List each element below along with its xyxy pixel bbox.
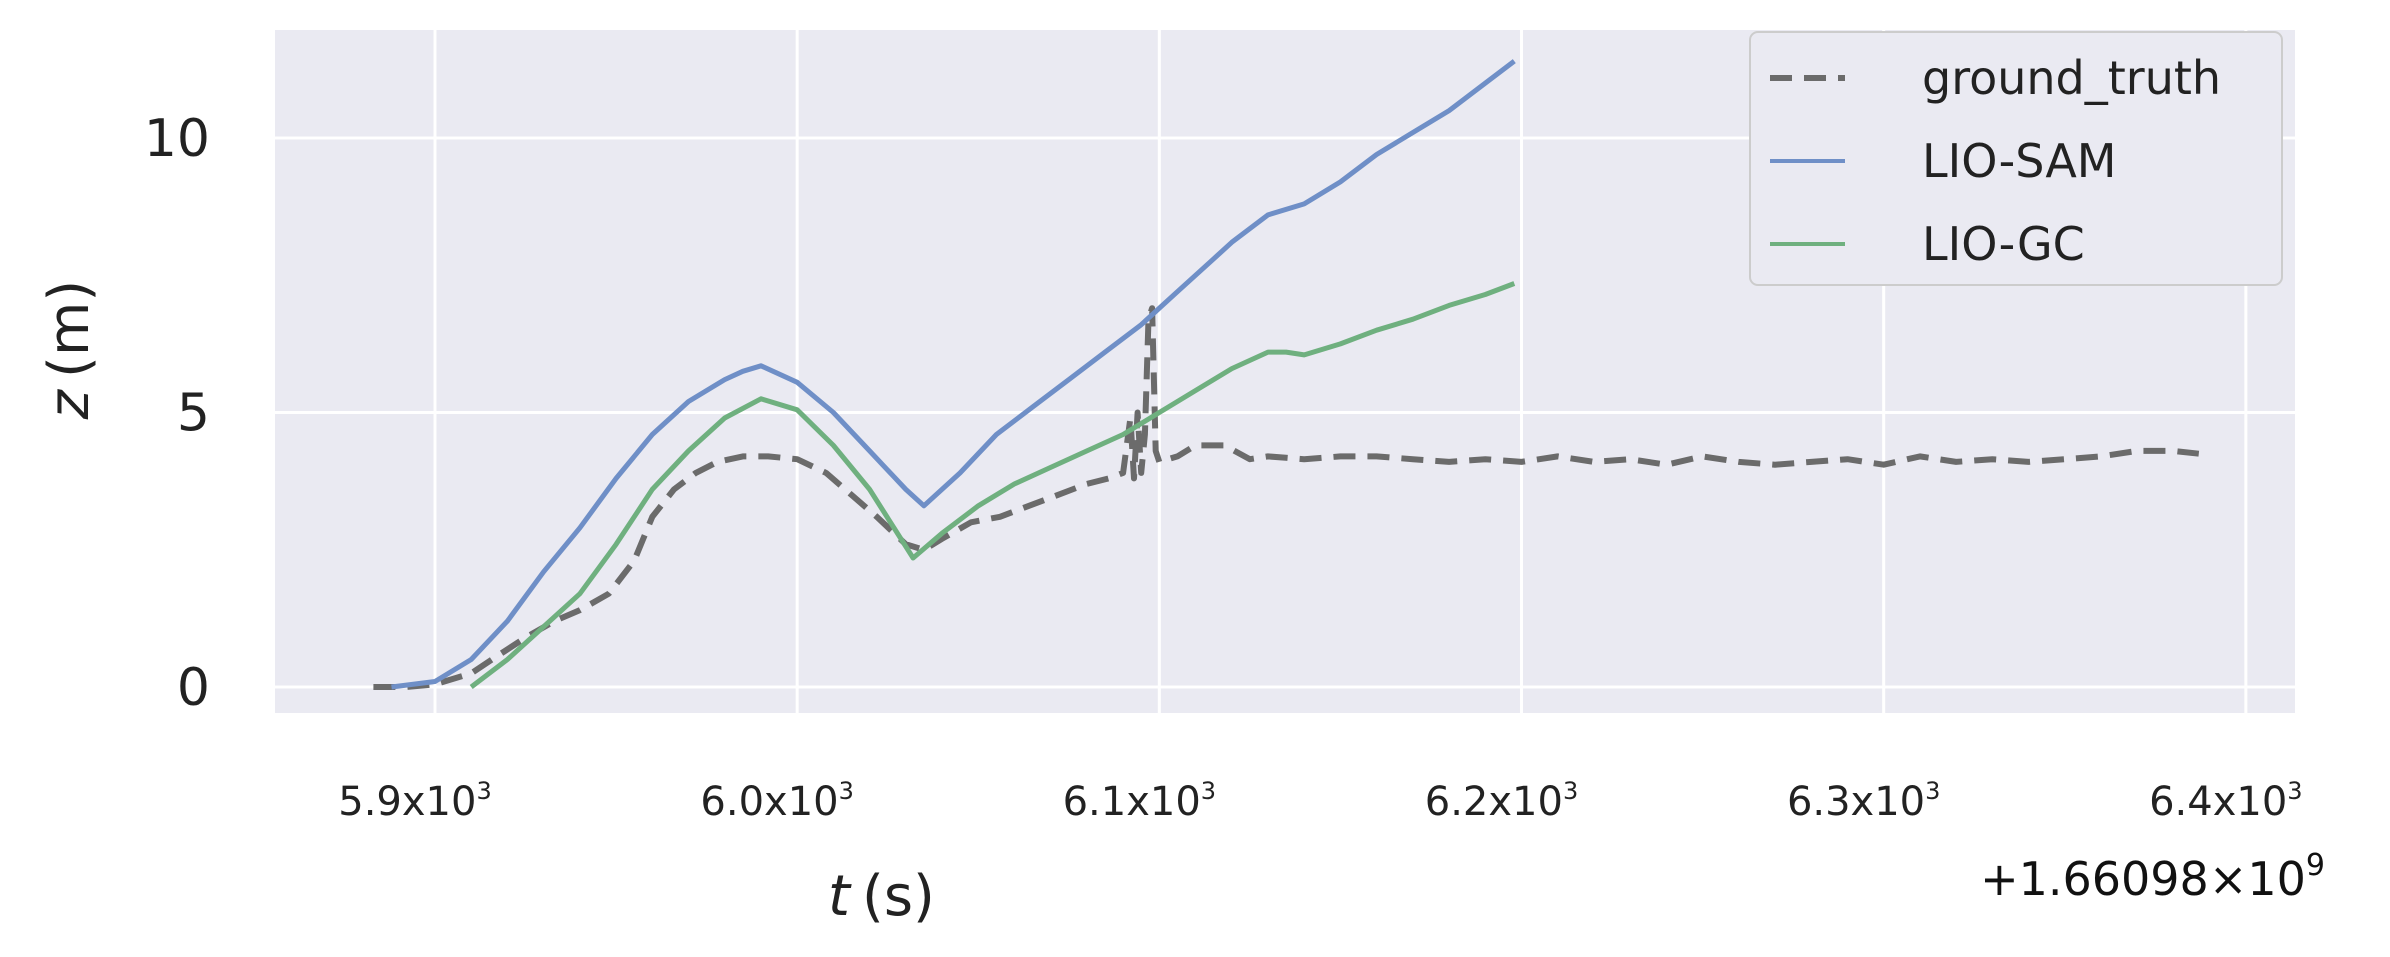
y-tick-label: 10 xyxy=(144,109,210,169)
x-tick-label: 6.1x103 xyxy=(1063,777,1216,825)
x-tick-label: 6.2x103 xyxy=(1425,777,1578,825)
x-tick-label: 6.3x103 xyxy=(1787,777,1940,825)
x-axis-unit: (s) xyxy=(862,864,935,929)
legend-label: ground_truth xyxy=(1922,51,2221,105)
x-tick-labels: 5.9x103 6.0x103 6.1x103 6.2x103 6.3x103 6.4x1… xyxy=(338,777,2302,825)
x-offset-label: +1.66098×109 xyxy=(1980,848,2325,906)
svg-text:(m): (m) xyxy=(37,280,102,378)
legend: ground_truth LIO-SAM LIO-GC xyxy=(1749,31,2283,286)
legend-box xyxy=(1749,31,2283,286)
x-tick-label: 6.0x103 xyxy=(700,777,853,825)
legend-label: LIO-GC xyxy=(1922,217,2085,271)
series-line-lio-sam xyxy=(391,59,1516,690)
svg-text:z: z xyxy=(37,388,102,420)
y-tick-label: 5 xyxy=(177,384,210,444)
x-tick-label: 5.9x103 xyxy=(338,777,491,825)
y-tick-labels: 0 5 10 xyxy=(144,109,210,718)
legend-label: LIO-SAM xyxy=(1922,134,2117,188)
series-layer xyxy=(373,59,2200,690)
y-axis-label: z (m) xyxy=(37,280,102,421)
x-axis-label: t xyxy=(828,864,852,929)
series-line-lio-gc xyxy=(469,281,1516,689)
series-line-ground-truth xyxy=(373,305,2200,690)
y-tick-label: 0 xyxy=(177,658,210,718)
x-tick-label: 6.4x103 xyxy=(2149,777,2302,825)
